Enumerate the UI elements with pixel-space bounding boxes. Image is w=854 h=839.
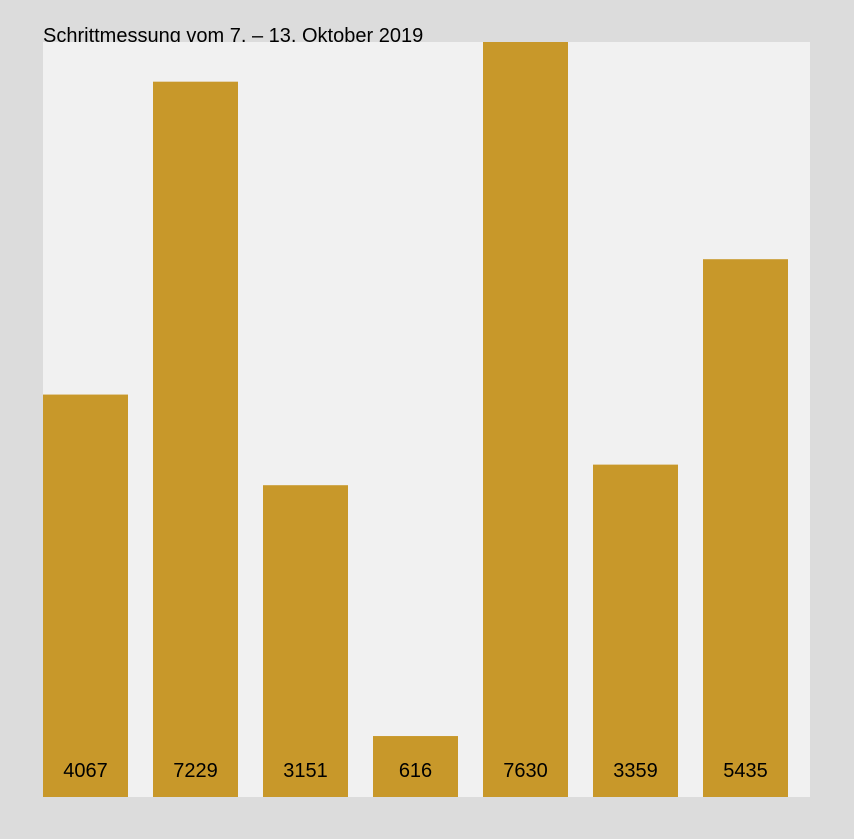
bar <box>263 485 348 797</box>
bar <box>593 464 678 797</box>
data-label: 3359 <box>613 760 658 782</box>
chart-title: Schrittmessung vom 7. – 13. Oktober 2019 <box>43 25 423 47</box>
data-label: 7630 <box>503 760 548 782</box>
bar <box>43 394 128 797</box>
data-label: 616 <box>399 760 432 782</box>
bar <box>153 81 238 797</box>
bar <box>703 259 788 797</box>
data-label: 7229 <box>173 760 218 782</box>
data-label: 4067 <box>63 760 108 782</box>
bar <box>483 42 568 797</box>
data-label: 3151 <box>283 760 328 782</box>
bar <box>373 736 458 797</box>
data-label: 5435 <box>723 760 768 782</box>
